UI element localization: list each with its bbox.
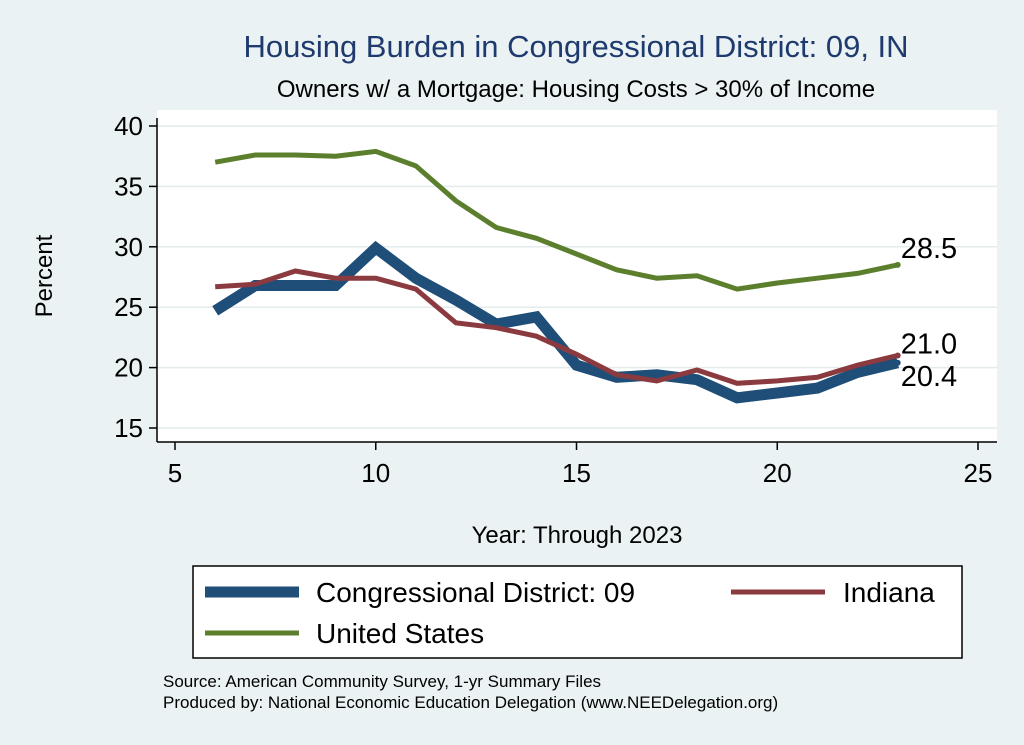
end-value-label: 20.4 bbox=[901, 361, 957, 393]
series-lines bbox=[212, 148, 899, 404]
series-line-1 bbox=[215, 268, 899, 386]
x-axis-label: Year: Through 2023 bbox=[472, 522, 683, 549]
y-tick-label: 20 bbox=[114, 353, 143, 383]
chart-title: Housing Burden in Congressional District… bbox=[243, 29, 908, 64]
y-tick-label: 15 bbox=[114, 413, 143, 443]
end-marker bbox=[894, 261, 901, 268]
y-tick-label: 35 bbox=[114, 171, 143, 201]
produced-by-note: Produced by: National Economic Education… bbox=[163, 693, 778, 712]
grid-lines bbox=[157, 125, 997, 429]
legend-label: Indiana bbox=[843, 577, 935, 608]
x-tick-label: 15 bbox=[562, 458, 591, 488]
legend-box bbox=[192, 565, 963, 659]
y-axis-label: Percent bbox=[31, 234, 58, 317]
plot-area bbox=[157, 110, 997, 442]
legend-label: Congressional District: 09 bbox=[316, 577, 635, 608]
end-value-label: 21.0 bbox=[901, 329, 957, 361]
x-tick-label: 20 bbox=[763, 458, 792, 488]
y-tick-label: 30 bbox=[114, 232, 143, 262]
x-tick-label: 5 bbox=[168, 458, 182, 488]
chart-subtitle: Owners w/ a Mortgage: Housing Costs > 30… bbox=[277, 76, 875, 103]
axes: 15 20 25 30 35 40 5 10 15 20 25 bbox=[114, 111, 997, 488]
end-labels: 20.421.0 28.5 bbox=[894, 233, 957, 393]
series-line-2 bbox=[214, 148, 899, 292]
end-marker bbox=[894, 359, 901, 366]
x-tick-label: 25 bbox=[964, 458, 993, 488]
series-line-0 bbox=[212, 240, 899, 404]
end-value-label: 28.5 bbox=[901, 233, 957, 265]
x-tick-label: 10 bbox=[361, 458, 390, 488]
legend-label: United States bbox=[316, 618, 484, 649]
legend: Congressional District: 09 Indiana United … bbox=[192, 565, 963, 659]
y-tick-label: 25 bbox=[114, 292, 143, 322]
end-marker bbox=[894, 352, 901, 359]
y-tick-label: 40 bbox=[114, 111, 143, 141]
source-note: Source: American Community Survey, 1-yr … bbox=[163, 672, 601, 691]
